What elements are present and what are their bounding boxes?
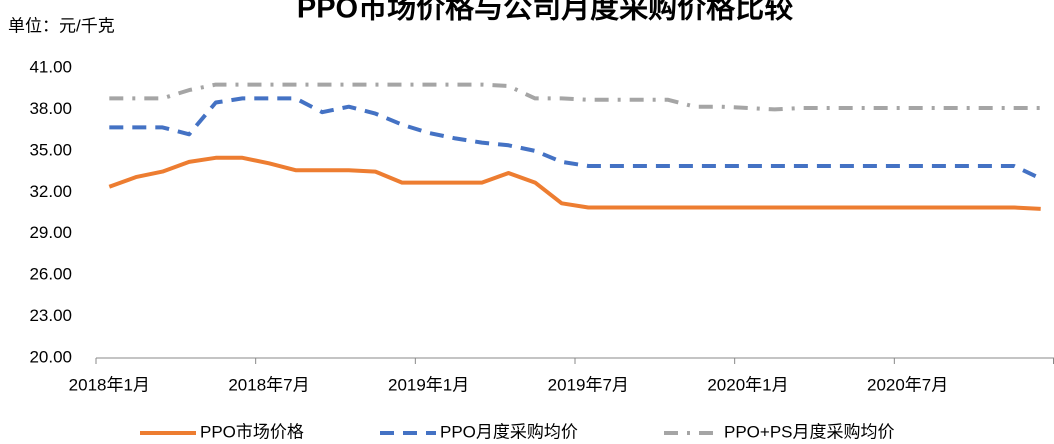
x-tick-label: 2018年1月: [69, 375, 150, 394]
x-tick-label: 2019年7月: [548, 375, 629, 394]
legend-label: PPO市场价格: [200, 422, 304, 441]
x-tick-label: 2019年1月: [388, 375, 469, 394]
y-axis-label: 单位：元/千克: [8, 16, 115, 35]
y-tick-label: 38.00: [29, 99, 72, 118]
series-line: [108, 155, 1041, 211]
x-tick-label: 2020年7月: [867, 375, 948, 394]
series-line: [109, 96, 1042, 181]
y-tick-label: 23.00: [29, 306, 72, 325]
legend-label: PPO+PS月度采购均价: [724, 422, 895, 441]
chart-title: PPO市场价格与公司月度采购价格比较: [297, 0, 793, 25]
x-tick-label: 2018年7月: [228, 375, 309, 394]
y-tick-label: 20.00: [29, 347, 72, 366]
y-tick-label: 26.00: [29, 265, 72, 284]
legend-label: PPO月度采购均价: [440, 422, 578, 441]
y-tick-label: 35.00: [29, 140, 72, 159]
x-tick-label: 2020年1月: [707, 375, 788, 394]
y-tick-label: 41.00: [29, 57, 72, 76]
series-line: [109, 82, 1041, 112]
y-tick-label: 29.00: [29, 223, 72, 242]
y-tick-label: 32.00: [29, 182, 72, 201]
